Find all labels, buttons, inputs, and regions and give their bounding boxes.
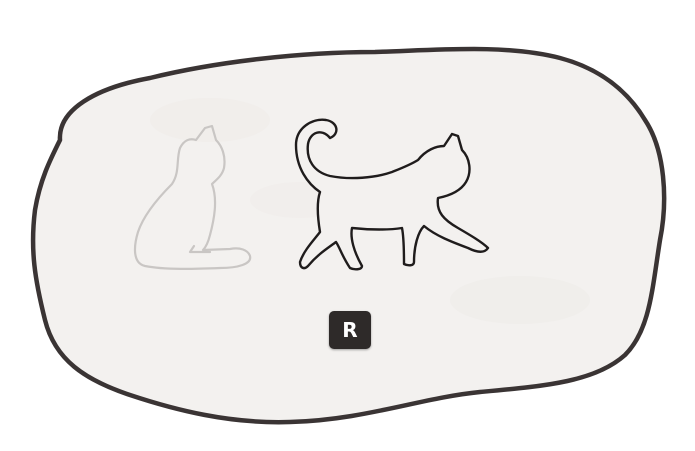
bubble-texture	[450, 276, 590, 324]
sitting-cat-icon	[133, 124, 252, 270]
r-key-button[interactable]: R	[329, 311, 371, 349]
walking-cat-icon	[294, 118, 490, 271]
r-key-label: R	[342, 318, 358, 342]
bubble-texture	[150, 98, 270, 142]
